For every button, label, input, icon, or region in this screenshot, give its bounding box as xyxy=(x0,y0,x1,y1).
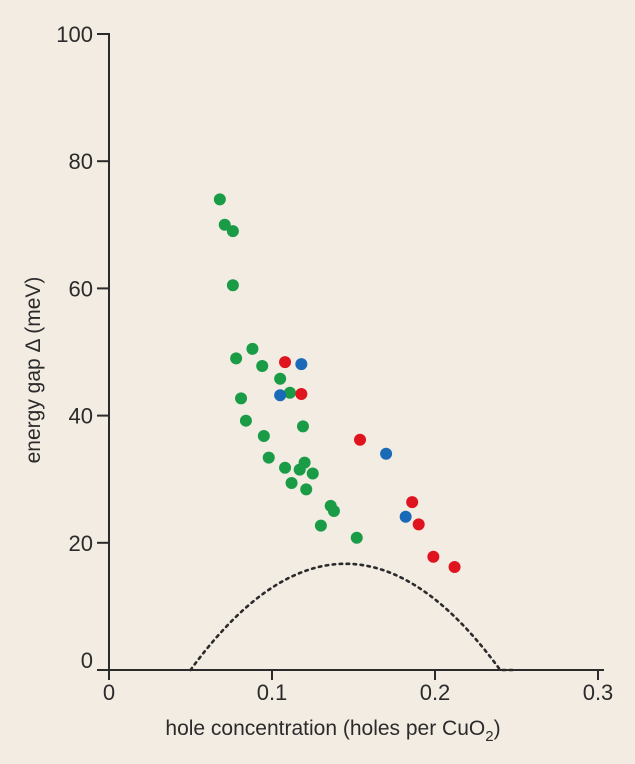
y-tick-label: 60 xyxy=(69,276,93,301)
data-point xyxy=(257,429,270,442)
data-points xyxy=(213,193,461,573)
data-point xyxy=(283,386,296,399)
data-point xyxy=(350,531,363,544)
dome-curve xyxy=(189,562,518,672)
data-point xyxy=(298,456,311,469)
y-tick-label: 80 xyxy=(69,149,93,174)
x-tick-label: 0.2 xyxy=(420,680,451,705)
y-axis-label: energy gap Δ (meV) xyxy=(22,277,45,464)
x-axis-label-subscript: 2 xyxy=(485,728,493,745)
data-point xyxy=(295,387,308,400)
data-point xyxy=(296,420,309,433)
x-tick-label: 0.1 xyxy=(257,680,288,705)
data-point xyxy=(239,414,252,427)
data-point xyxy=(279,356,292,369)
data-point xyxy=(256,359,269,372)
x-ticks: 0 0.1 0.2 0.3 xyxy=(103,670,613,705)
data-point xyxy=(314,519,327,532)
y-tick-label: 40 xyxy=(69,404,93,429)
data-point xyxy=(306,467,319,480)
y-tick-label: 100 xyxy=(56,22,93,47)
data-point xyxy=(380,447,393,460)
data-point xyxy=(230,352,243,365)
data-point xyxy=(412,518,425,531)
axes xyxy=(108,33,604,671)
data-point xyxy=(448,560,461,573)
data-point xyxy=(218,218,231,231)
y-tick-label: 20 xyxy=(69,531,93,556)
data-point xyxy=(226,225,239,238)
plot-area xyxy=(189,193,518,672)
y-ticks: 0 20 40 60 80 100 xyxy=(56,22,109,673)
data-point xyxy=(226,279,239,292)
data-point xyxy=(399,510,412,523)
data-point xyxy=(285,477,298,490)
data-point xyxy=(327,505,340,517)
data-point xyxy=(274,372,287,385)
data-point xyxy=(274,389,287,402)
x-tick-label: 0.3 xyxy=(583,680,614,705)
data-point xyxy=(295,358,308,371)
data-point xyxy=(427,550,440,563)
data-point xyxy=(213,193,226,206)
data-point xyxy=(300,483,313,496)
x-tick-label: 0 xyxy=(103,680,115,705)
data-point xyxy=(246,342,259,355)
x-axis-label-close: ) xyxy=(494,717,501,740)
data-point xyxy=(262,451,275,464)
data-point xyxy=(279,461,292,474)
data-point xyxy=(406,496,419,509)
data-point xyxy=(235,392,248,405)
x-axis-label-main: hole concentration (holes per CuO xyxy=(165,717,485,740)
y-tick-label: 0 xyxy=(81,648,93,673)
data-point xyxy=(354,433,367,446)
x-axis-label: hole concentration (holes per CuO2) xyxy=(165,717,500,745)
